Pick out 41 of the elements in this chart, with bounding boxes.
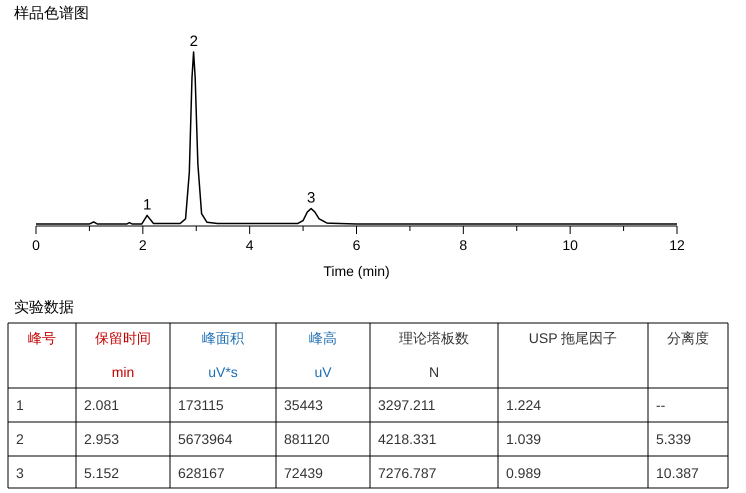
- text: 实验数据: [14, 299, 74, 316]
- text: 1: [16, 397, 24, 413]
- text: --: [656, 397, 666, 413]
- x-tick-label: 12: [669, 237, 685, 253]
- text: 峰面积 uV*s: [202, 330, 244, 380]
- text: 10.387: [656, 465, 700, 481]
- text: 分离度: [667, 330, 709, 346]
- text: 峰号: [28, 330, 56, 346]
- x-tick-label: 2: [138, 237, 147, 253]
- chart-title: 样品色谱图: [14, 5, 89, 22]
- x-tick-label: 0: [32, 237, 40, 253]
- text: 3: [16, 465, 24, 481]
- text: 5.339: [656, 431, 692, 447]
- text: 881120: [284, 431, 330, 447]
- x-tick-label: 10: [562, 237, 578, 253]
- x-axis-title: Time (min): [323, 263, 390, 279]
- text: 628167: [178, 465, 225, 481]
- x-tick-label: 4: [246, 237, 254, 253]
- x-tick-label: 8: [459, 237, 468, 253]
- text: 5673964: [178, 431, 233, 447]
- text: 0.989: [506, 465, 542, 481]
- text: 2.081: [84, 397, 120, 413]
- text: 2.953: [84, 431, 120, 447]
- annotation: 3: [307, 190, 316, 207]
- text: 7276.787: [378, 465, 437, 481]
- x-tick-label: 6: [352, 237, 361, 253]
- text: USP 拖尾因子: [528, 330, 618, 346]
- text: 2: [16, 431, 24, 447]
- text: 3297.211: [378, 397, 436, 413]
- text: 35443: [284, 397, 324, 413]
- annotation: 1: [142, 196, 152, 214]
- text: 72439: [284, 465, 324, 481]
- text: 理论塔板数 N: [399, 330, 469, 380]
- text: 1.224: [506, 397, 542, 413]
- text: 1.039: [506, 431, 542, 447]
- annotation: 2: [190, 33, 198, 50]
- text: 峰高 uV: [309, 330, 337, 380]
- text: 173115: [178, 397, 224, 413]
- text: 5.152: [84, 465, 120, 481]
- text: 保留时间 min: [95, 330, 151, 380]
- text: 4218.331: [378, 431, 437, 447]
